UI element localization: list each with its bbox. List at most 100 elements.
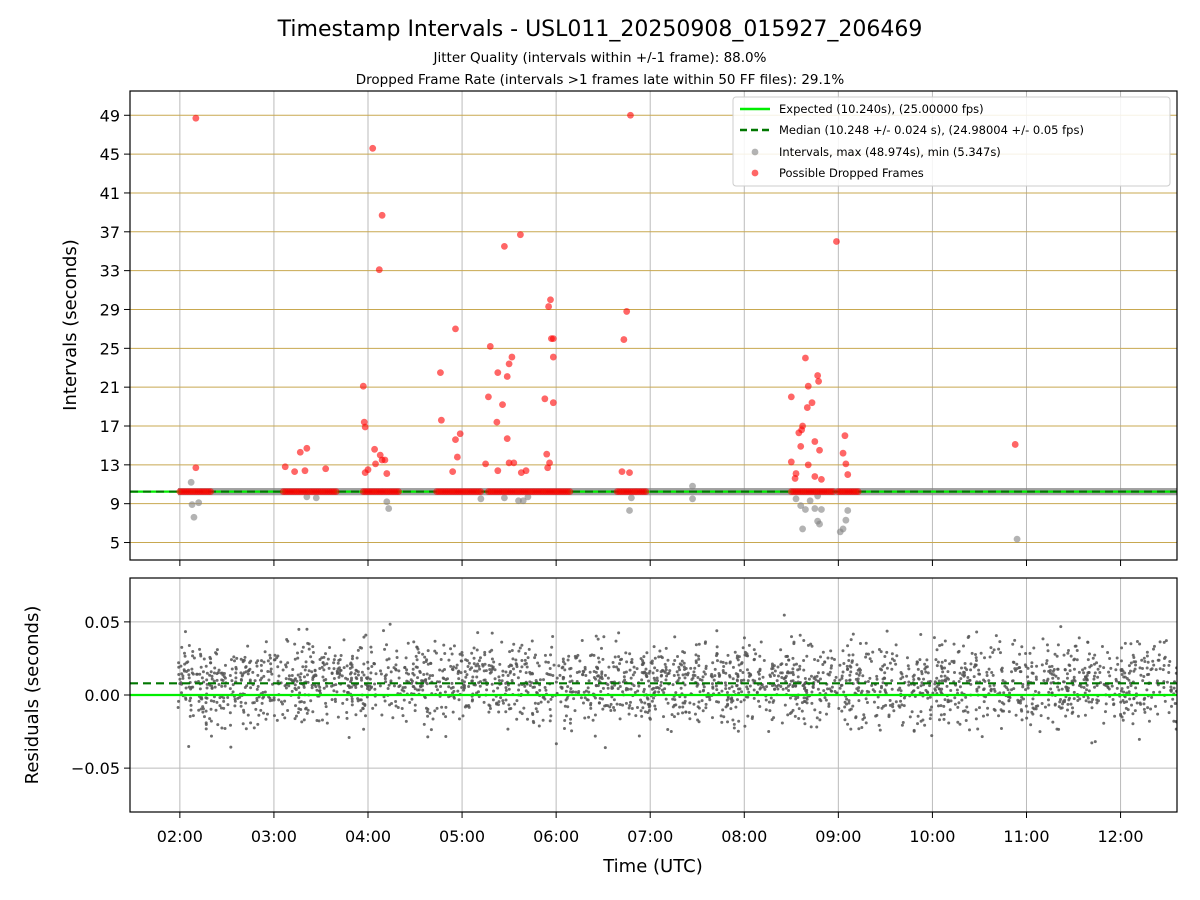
residual-point bbox=[520, 665, 524, 669]
residual-point bbox=[1126, 685, 1130, 689]
residual-point bbox=[535, 710, 539, 714]
residual-point bbox=[737, 691, 741, 695]
residual-point bbox=[1090, 741, 1094, 745]
residual-point bbox=[671, 697, 675, 701]
residual-point bbox=[1092, 674, 1096, 678]
residual-point bbox=[303, 668, 307, 672]
dropped-frame-point bbox=[493, 418, 501, 426]
residual-point bbox=[236, 696, 240, 700]
residual-point bbox=[366, 660, 370, 664]
residual-point bbox=[458, 652, 462, 656]
residual-point bbox=[847, 699, 851, 703]
residual-point bbox=[217, 668, 221, 672]
residual-point bbox=[588, 670, 592, 674]
residual-point bbox=[501, 673, 505, 677]
residual-point bbox=[177, 699, 181, 703]
residual-point bbox=[269, 667, 273, 671]
residual-point bbox=[736, 687, 740, 691]
residual-point bbox=[1090, 700, 1094, 704]
dropped-frame-point bbox=[449, 468, 457, 476]
residual-point bbox=[974, 717, 978, 721]
residual-point bbox=[269, 662, 273, 666]
residual-point bbox=[784, 663, 788, 667]
residual-point bbox=[846, 722, 850, 726]
residuals-plot: −0.050.000.05 02:00 03:00 04:00 05:00 06:00 0… bbox=[22, 577, 1178, 877]
residual-point bbox=[714, 684, 718, 688]
residual-point bbox=[179, 681, 183, 685]
residual-point bbox=[1088, 665, 1092, 669]
dropped-frame-point bbox=[626, 469, 633, 477]
residual-point bbox=[1158, 667, 1162, 671]
residual-point bbox=[636, 689, 640, 693]
residual-point bbox=[916, 714, 920, 718]
residual-point bbox=[471, 698, 475, 702]
residual-point bbox=[843, 705, 847, 709]
residual-point bbox=[1031, 697, 1035, 701]
interval-point bbox=[797, 502, 805, 510]
residual-point bbox=[1143, 696, 1147, 700]
residual-point bbox=[912, 673, 916, 677]
residual-point bbox=[226, 695, 230, 699]
residual-point bbox=[964, 695, 968, 699]
residual-point bbox=[1138, 642, 1142, 646]
residual-point bbox=[930, 734, 934, 738]
residual-point bbox=[958, 685, 962, 689]
residual-point bbox=[450, 681, 454, 685]
residual-point bbox=[809, 642, 813, 646]
dropped-frame-point bbox=[510, 459, 518, 467]
dropped-frame-point bbox=[383, 470, 391, 477]
residual-point bbox=[1061, 700, 1065, 704]
residual-point bbox=[450, 652, 454, 656]
residual-point bbox=[1059, 625, 1063, 629]
residual-point bbox=[504, 710, 508, 714]
residual-point bbox=[350, 665, 354, 669]
residual-point bbox=[215, 678, 219, 682]
residual-point bbox=[849, 707, 853, 711]
residual-point bbox=[890, 652, 894, 656]
residual-point bbox=[256, 673, 260, 677]
residual-point bbox=[816, 679, 820, 683]
residual-point bbox=[1063, 668, 1067, 672]
residual-point bbox=[346, 690, 350, 694]
residual-point bbox=[692, 670, 696, 674]
residual-point bbox=[401, 686, 405, 690]
residual-point bbox=[868, 657, 872, 661]
residual-point bbox=[613, 683, 617, 687]
residual-point bbox=[786, 713, 790, 717]
residual-point bbox=[936, 704, 940, 708]
residual-point bbox=[960, 691, 964, 695]
residual-point bbox=[796, 695, 800, 699]
residual-point bbox=[369, 686, 373, 690]
residual-point bbox=[504, 670, 508, 674]
residual-point bbox=[1087, 700, 1091, 704]
residual-point bbox=[488, 671, 492, 675]
residual-point bbox=[1171, 697, 1175, 701]
residual-point bbox=[228, 723, 232, 727]
residual-point bbox=[239, 678, 243, 682]
residual-point bbox=[542, 678, 546, 682]
residual-point bbox=[1165, 680, 1169, 684]
residual-point bbox=[1133, 709, 1137, 713]
residual-point bbox=[963, 666, 967, 670]
residual-point bbox=[341, 701, 345, 705]
x-tick-label: 12:00 bbox=[1098, 827, 1144, 846]
residual-point bbox=[998, 699, 1002, 703]
residual-point bbox=[321, 675, 325, 679]
residual-point bbox=[355, 669, 359, 673]
residual-point bbox=[1020, 695, 1024, 699]
residual-point bbox=[767, 700, 771, 704]
residual-point bbox=[364, 633, 368, 637]
dropped-frame-point bbox=[818, 476, 825, 483]
dropped-frame-point bbox=[543, 450, 551, 458]
residual-point bbox=[1060, 687, 1064, 691]
residual-point bbox=[383, 677, 387, 681]
residual-point bbox=[178, 677, 182, 681]
dropped-frame-point bbox=[508, 353, 516, 361]
dropped-frame-point bbox=[814, 372, 822, 379]
residual-point bbox=[918, 658, 922, 662]
residual-point bbox=[901, 675, 905, 679]
residual-point bbox=[732, 726, 736, 730]
residual-point bbox=[924, 688, 928, 692]
residual-point bbox=[265, 712, 269, 716]
x-tick-label: 04:00 bbox=[345, 827, 391, 846]
